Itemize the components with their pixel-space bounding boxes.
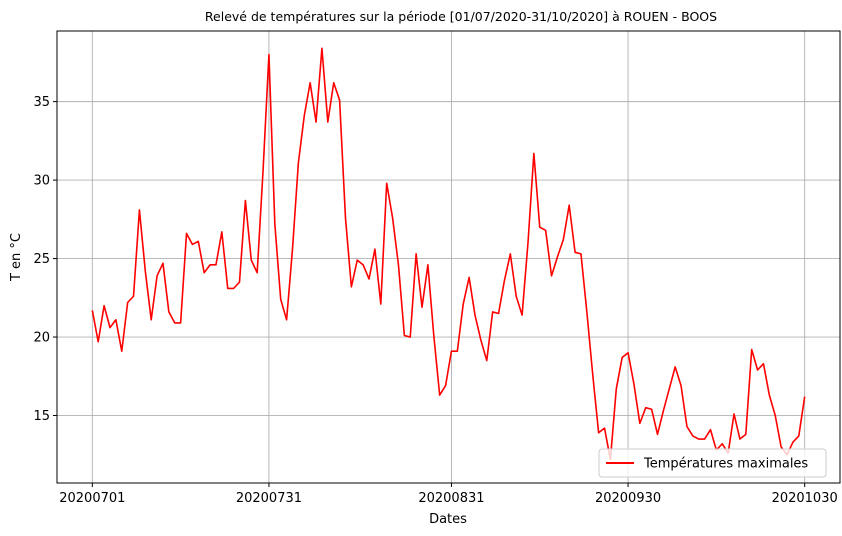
x-tick-label: 20200701: [59, 491, 125, 506]
legend-box: [598, 448, 827, 478]
y-tick-label: 35: [33, 95, 50, 110]
y-axis-ticks: 15 20 25 30 35: [33, 95, 57, 424]
y-tick-label: 30: [33, 174, 50, 189]
x-axis-label: Dates: [429, 512, 467, 527]
series-line-0: [91, 47, 806, 461]
x-tick-label: 20201030: [772, 491, 838, 506]
chart-title: Relevé de températures sur la période [0…: [205, 9, 717, 24]
x-tick-label: 20200731: [236, 491, 302, 506]
grid: [57, 31, 840, 483]
legend: Températures maximales: [598, 448, 827, 478]
y-axis-label: T en °C: [9, 233, 24, 282]
series-line-layer: [91, 47, 806, 461]
x-tick-label: 20200930: [595, 491, 661, 506]
legend-label: Températures maximales: [643, 457, 808, 472]
plot-area-frame: [56, 30, 841, 484]
x-axis-ticks: 20200701 20200731 20200831 20200930 20201030: [59, 483, 838, 506]
y-tick-label: 25: [33, 252, 50, 267]
y-tick-label: 20: [33, 331, 50, 346]
x-tick-label: 20200831: [418, 491, 484, 506]
y-tick-label: 15: [33, 409, 50, 424]
